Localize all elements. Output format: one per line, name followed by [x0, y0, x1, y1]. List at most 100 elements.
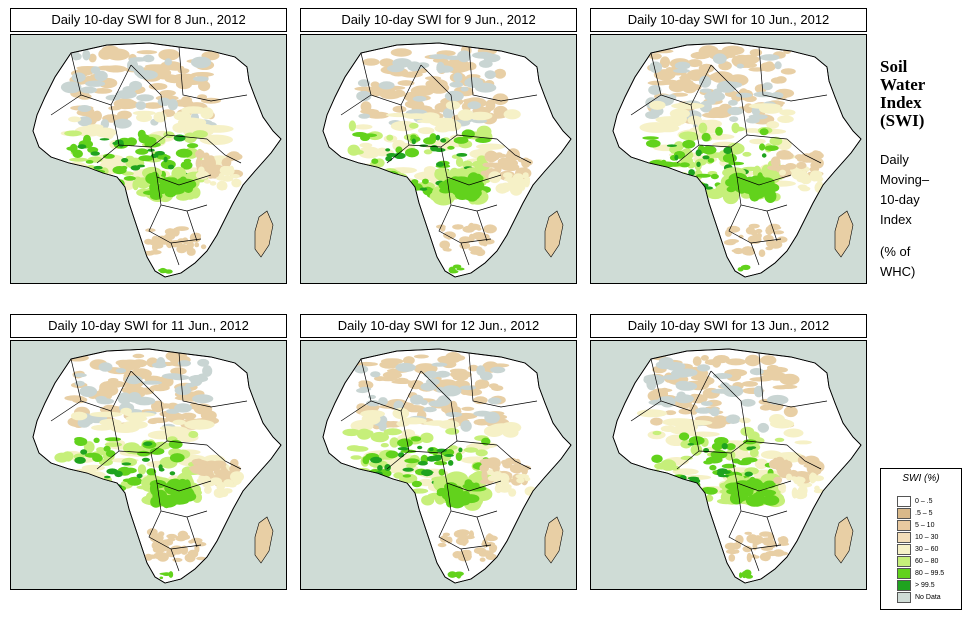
coastline — [322, 348, 572, 584]
index-title-line: Soil — [880, 57, 908, 76]
country-border — [446, 176, 498, 212]
africa-swi-map — [10, 340, 287, 590]
index-subtitle-line: 10-day — [880, 192, 920, 207]
madagascar — [544, 516, 564, 564]
country-border — [468, 352, 538, 408]
index-subtitle-line: Daily — [880, 152, 909, 167]
country-border — [50, 400, 82, 422]
country-border — [70, 358, 132, 412]
map-panel: Daily 10-day SWI for 9 Jun., 2012 — [300, 8, 577, 284]
index-subtitle: Daily Moving– 10-day Index — [880, 150, 966, 230]
africa-swi-map — [300, 340, 577, 590]
index-units-line: (% of — [880, 244, 911, 259]
country-border — [630, 400, 662, 422]
panel-title: Daily 10-day SWI for 12 Jun., 2012 — [300, 314, 577, 338]
map-canvas — [591, 341, 866, 589]
country-border — [438, 510, 492, 550]
map-canvas — [11, 35, 286, 283]
legend-label: 80 – 99.5 — [915, 570, 945, 577]
madagascar — [254, 516, 274, 564]
country-border — [148, 204, 202, 244]
country-border — [710, 370, 748, 442]
coastline — [612, 348, 862, 584]
legend-swatch — [897, 556, 911, 567]
country-border — [758, 352, 828, 408]
swi-field — [54, 350, 244, 580]
country-border — [440, 452, 502, 492]
country-border — [786, 444, 822, 470]
legend-title: SWI (%) — [902, 473, 940, 484]
country-border — [758, 46, 828, 102]
legend-swatch — [897, 568, 911, 579]
country-border — [676, 450, 700, 470]
legend-label: .5 – 5 — [915, 510, 933, 517]
legend-label: 10 – 30 — [915, 534, 939, 541]
map-panel: Daily 10-day SWI for 13 Jun., 2012 — [590, 314, 867, 590]
country-border — [446, 482, 498, 518]
country-border — [130, 64, 168, 136]
africa-swi-map — [590, 34, 867, 284]
country-border — [386, 144, 410, 164]
country-border — [148, 510, 202, 550]
country-border — [170, 242, 180, 266]
country-border — [728, 510, 782, 550]
country-border — [468, 46, 538, 102]
legend-swatch — [897, 592, 911, 603]
index-units: (% of WHC) — [880, 242, 966, 282]
country-border — [178, 352, 248, 408]
map-panel: Daily 10-day SWI for 12 Jun., 2012 — [300, 314, 577, 590]
legend-label: 30 – 60 — [915, 546, 939, 553]
country-border — [150, 452, 212, 492]
legend-swatch — [897, 508, 911, 519]
madagascar — [544, 210, 564, 258]
country-border — [156, 176, 208, 212]
index-subtitle-line: Index — [880, 212, 912, 227]
country-border — [130, 370, 168, 442]
swi-field — [341, 44, 533, 274]
country-border — [730, 146, 792, 186]
country-border — [766, 516, 778, 548]
index-subtitle-line: Moving– — [880, 172, 930, 187]
country-border — [438, 204, 492, 244]
panel-title: Daily 10-day SWI for 8 Jun., 2012 — [10, 8, 287, 32]
country-border — [736, 482, 788, 518]
country-border — [710, 64, 748, 136]
country-border — [650, 358, 712, 412]
legend-swatch — [897, 520, 911, 531]
index-title-line: Water — [880, 75, 926, 94]
map-panel: Daily 10-day SWI for 10 Jun., 2012 — [590, 8, 867, 284]
africa-swi-map — [10, 34, 287, 284]
legend-label: No Data — [915, 594, 941, 601]
country-border — [496, 138, 532, 164]
country-border — [496, 444, 532, 470]
country-border — [750, 242, 760, 266]
country-border — [420, 370, 458, 442]
country-border — [170, 548, 180, 572]
country-border — [476, 210, 488, 242]
map-canvas — [11, 341, 286, 589]
panel-title: Daily 10-day SWI for 10 Jun., 2012 — [590, 8, 867, 32]
country-border — [96, 450, 120, 470]
country-border — [460, 242, 470, 266]
map-panel: Daily 10-day SWI for 8 Jun., 2012 — [10, 8, 287, 284]
coastline — [322, 42, 572, 278]
index-title-line: (SWI) — [880, 111, 925, 130]
panel-title: Daily 10-day SWI for 13 Jun., 2012 — [590, 314, 867, 338]
panel-title: Daily 10-day SWI for 9 Jun., 2012 — [300, 8, 577, 32]
country-border — [386, 450, 410, 470]
country-border — [156, 482, 208, 518]
legend-label: 5 – 10 — [915, 522, 935, 529]
country-border — [50, 94, 82, 116]
country-border — [178, 46, 248, 102]
madagascar — [254, 210, 274, 258]
legend-swatch — [897, 580, 911, 591]
country-border — [186, 210, 198, 242]
country-border — [650, 52, 712, 106]
country-border — [420, 64, 458, 136]
legend-label: 0 – .5 — [915, 498, 933, 505]
country-border — [440, 146, 502, 186]
madagascar — [834, 516, 854, 564]
country-border — [70, 52, 132, 106]
map-canvas — [301, 35, 576, 283]
country-border — [750, 548, 760, 572]
